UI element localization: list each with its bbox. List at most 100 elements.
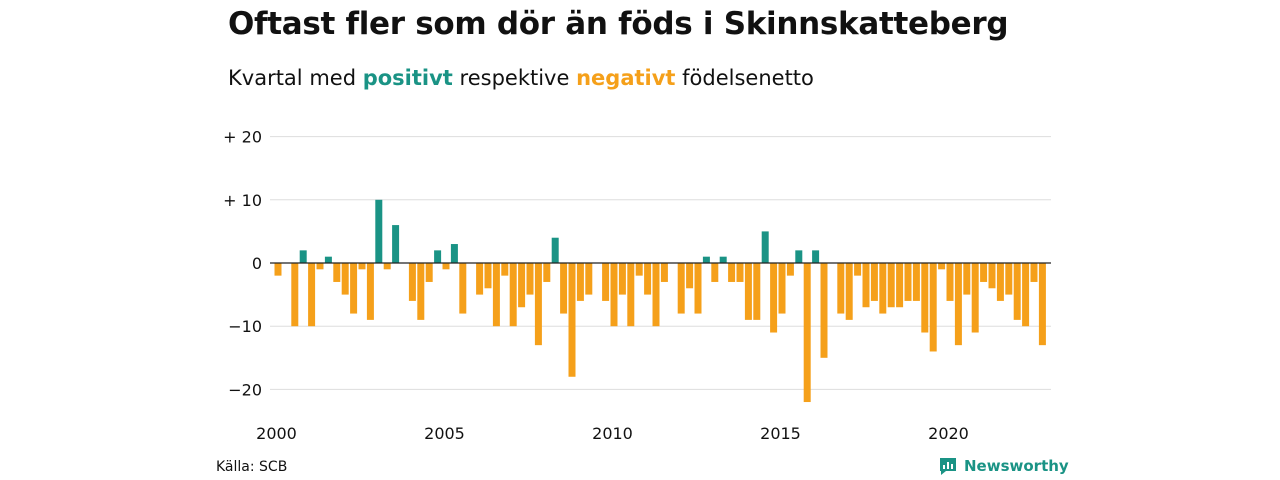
bar-positive [551,237,559,263]
bar-negative [971,263,979,333]
bar-negative [1030,263,1038,282]
bar-negative [585,263,593,295]
bar-negative [988,263,996,289]
subtitle-negative: negativt [576,66,676,90]
bar-negative [484,263,492,289]
bar-positive [812,250,820,263]
bar-negative [854,263,862,276]
bar-negative [476,263,484,295]
bar-negative [946,263,954,301]
bar-negative [534,263,542,346]
bar-negative [862,263,870,308]
bar-negative [786,263,794,276]
bar-negative [736,263,744,282]
bar-negative [912,263,920,301]
bar-negative [383,263,391,270]
brand-name: Newsworthy [964,457,1069,475]
bar-negative [425,263,433,282]
bar-negative [442,263,450,270]
bar-negative [358,263,366,270]
bar-negative [635,263,643,276]
bar-negative [929,263,937,352]
bar-negative [417,263,425,320]
bar-negative [291,263,299,327]
subtitle-suffix: födelsenetto [682,66,814,90]
bar-negative [568,263,576,377]
bar-negative [728,263,736,282]
bar-negative [870,263,878,301]
bar-negative [896,263,904,308]
source-note: Källa: SCB [216,459,288,475]
bar-negative [501,263,509,276]
bar-negative [652,263,660,327]
bar-negative [694,263,702,314]
x-tick-label: 2010 [592,424,633,443]
chart-title: Oftast fler som dör än föds i Skinnskatt… [228,6,1009,42]
bar-negative [618,263,626,295]
bar-positive [450,244,458,263]
bar-negative [308,263,316,327]
bar-negative [963,263,971,295]
bar-negative [459,263,467,314]
bar-negative [350,263,358,314]
chart-subtitle: Kvartal med positivt respektive negativt… [228,66,814,90]
bar-positive [375,199,383,263]
bar-negative [644,263,652,295]
bar-negative [341,263,349,295]
bar-negative [677,263,685,314]
bar-positive [795,250,803,263]
bar-negative [366,263,374,320]
bar-negative [938,263,946,270]
bar-negative [820,263,828,358]
bar-negative [845,263,853,320]
bar-negative [837,263,845,314]
bar-negative [996,263,1004,301]
y-tick-label: −20 [228,380,262,399]
bar-negative [1022,263,1030,327]
bar-negative [576,263,584,301]
bar-negative [753,263,761,320]
bar-negative [492,263,500,327]
bar-positive [702,256,710,263]
y-tick-label: 0 [252,254,262,273]
subtitle-positive: positivt [362,66,453,90]
bar-negative [744,263,752,320]
newsworthy-logo-icon [940,458,956,475]
bar-negative [904,263,912,301]
bar-negative [770,263,778,333]
bar-negative [711,263,719,282]
bar-negative [274,263,282,276]
bar-negative [660,263,668,282]
x-tick-label: 2005 [424,424,465,443]
bar-negative [686,263,694,289]
bar-negative [778,263,786,314]
bar-negative [921,263,929,333]
bar-negative [316,263,324,270]
bar-negative [509,263,517,327]
y-tick-label: + 20 [223,128,262,147]
bar-positive [761,231,769,263]
bar-negative [803,263,811,403]
bar-positive [434,250,442,263]
bar-negative [526,263,534,295]
bar-positive [324,256,332,263]
bar-negative [887,263,895,308]
bar-negative [627,263,635,327]
x-tick-label: 2020 [928,424,969,443]
bar-positive [392,225,400,263]
bar-negative [602,263,610,301]
bar-negative [543,263,551,282]
x-tick-label: 2015 [760,424,801,443]
y-tick-label: −10 [228,317,262,336]
brand-logo: Newsworthy [938,456,1069,476]
bar-negative [333,263,341,282]
bar-negative [560,263,568,314]
bar-negative [408,263,416,301]
bar-positive [719,256,727,263]
y-tick-label: + 10 [223,191,262,210]
bar-negative [879,263,887,314]
bar-negative [1005,263,1013,295]
x-tick-label: 2000 [256,424,297,443]
bar-negative [1038,263,1046,346]
